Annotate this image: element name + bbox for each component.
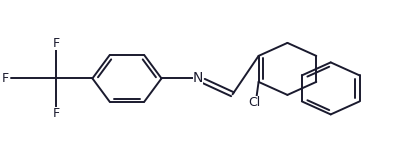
Text: Cl: Cl xyxy=(248,96,260,109)
Text: N: N xyxy=(192,71,203,85)
Text: F: F xyxy=(52,37,59,50)
Text: F: F xyxy=(52,107,59,120)
Text: F: F xyxy=(2,72,9,85)
